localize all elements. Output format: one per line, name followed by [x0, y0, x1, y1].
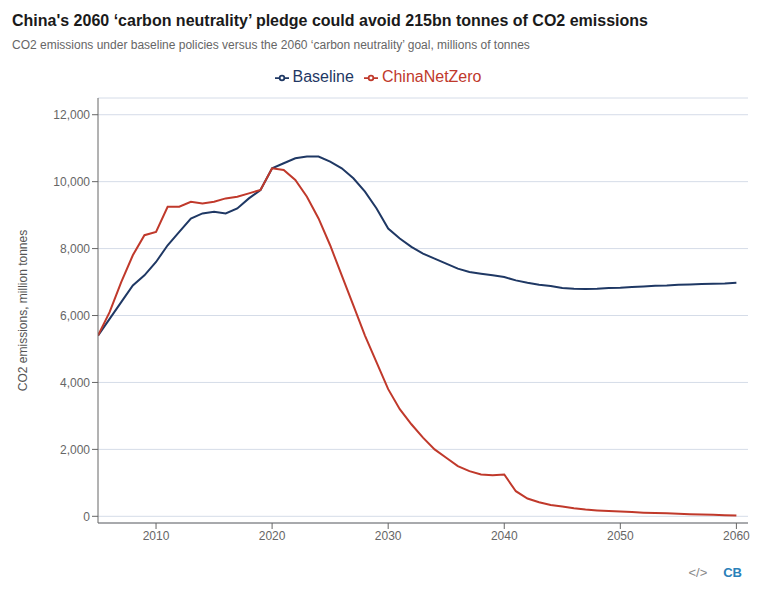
html-text:CB: CB: [723, 565, 742, 580]
svg-text:2030: 2030: [375, 529, 402, 543]
svg-text:0: 0: [83, 510, 90, 524]
html-text:China's 2060 ‘carbon neutralit: China's 2060 ‘carbon neutrality’ pledge …: [12, 12, 648, 29]
svg-text:2,000: 2,000: [60, 443, 90, 457]
svg-text:12,000: 12,000: [53, 108, 90, 122]
svg-text:CO2 emissions, million tonnes: CO2 emissions, million tonnes: [16, 230, 30, 391]
html-text:CO2 emissions under baseline p: CO2 emissions under baseline policies ve…: [12, 38, 530, 52]
svg-text:8,000: 8,000: [60, 242, 90, 256]
html-text:Baseline: Baseline: [292, 68, 354, 85]
svg-text:10,000: 10,000: [53, 175, 90, 189]
svg-text:2040: 2040: [491, 529, 518, 543]
svg-text:2010: 2010: [143, 529, 170, 543]
html-text:ChinaNetZero: ChinaNetZero: [381, 68, 482, 85]
svg-text:4,000: 4,000: [60, 376, 90, 390]
svg-text:2020: 2020: [259, 529, 286, 543]
svg-text:2050: 2050: [607, 529, 634, 543]
svg-text:6,000: 6,000: [60, 309, 90, 323]
svg-text:2060: 2060: [723, 529, 750, 543]
